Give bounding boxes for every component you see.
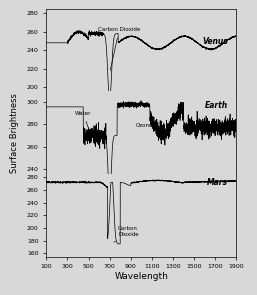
Text: Ozone: Ozone: [136, 119, 153, 128]
Text: Earth: Earth: [205, 101, 228, 110]
Text: Mars: Mars: [207, 178, 228, 187]
Text: Carbon Dioxide: Carbon Dioxide: [98, 27, 140, 71]
Text: Water: Water: [75, 111, 91, 134]
Text: Surface Brightness: Surface Brightness: [10, 93, 19, 173]
Text: Venus: Venus: [202, 37, 228, 46]
X-axis label: Wavelength: Wavelength: [114, 272, 168, 281]
Text: Carbon
Dioxide: Carbon Dioxide: [114, 226, 139, 242]
